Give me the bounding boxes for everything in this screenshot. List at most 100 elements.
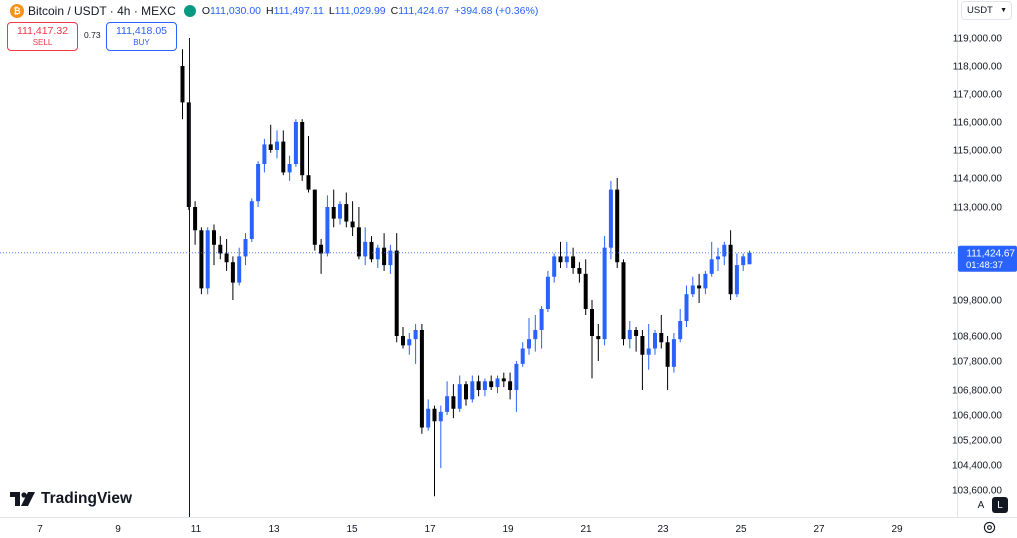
gear-icon[interactable] [983,521,996,534]
ohlc-change: +394.68 (+0.36%) [454,5,539,17]
candle-body [445,396,450,412]
candle [268,124,273,153]
candle [583,259,588,315]
candle-body [577,268,582,274]
symbol-title[interactable]: Bitcoin / USDT · 4h · MEXC [28,4,176,18]
x-axis-tick-label: 29 [891,524,903,535]
bar-countdown: 01:48:37 [966,260,1003,271]
candle-body [678,321,683,340]
candle [325,195,330,257]
candle [180,49,185,120]
candle-body [293,122,298,164]
candle [186,102,191,210]
candle-body [350,221,355,228]
candle [476,375,481,397]
candle [634,327,639,352]
market-open-icon [183,5,196,17]
candle [275,130,279,159]
candle [243,233,248,266]
candle-body [501,378,506,382]
candle [426,399,431,431]
y-axis-tick-label: 107,800.00 [952,357,1002,368]
candle [671,333,676,373]
x-axis-tick-label: 23 [657,524,669,535]
candle-body [457,384,462,409]
candle [527,318,531,355]
candle [602,236,607,346]
tradingview-logo-icon [10,492,35,506]
candle-body [684,294,689,321]
candle-body [256,164,261,202]
candle-body [558,256,563,263]
sell-button[interactable]: 111,417.32 SELL [7,22,78,51]
currency-select[interactable]: USDT ▼ [961,1,1012,20]
candle [432,405,437,497]
candle-body [608,189,613,248]
candle-body [653,333,657,349]
candle [716,247,720,271]
candle [218,236,223,260]
candle-body [514,363,519,390]
candle-body [464,384,468,400]
ohlc-open: O111,030.00 [201,5,261,17]
candle [653,330,657,355]
candle [199,227,204,295]
candle [646,324,651,370]
candle-body [306,175,311,190]
candle [722,241,727,266]
sell-label: SELL [32,37,53,47]
candle [545,270,550,312]
candle-body [369,241,374,260]
candle [501,372,506,388]
candle [249,198,254,242]
x-axis-tick-label: 27 [813,524,825,535]
candle [495,375,500,394]
candle [237,247,242,286]
candle [382,233,387,271]
buy-label: BUY [133,37,150,47]
candle-body [545,276,550,309]
last-price-label-bg [958,245,1017,272]
candle-body [728,244,733,295]
candle-body [407,339,412,346]
log-scale-button[interactable]: L [992,497,1008,513]
x-axis-tick-label: 25 [735,524,747,535]
candle-body [596,336,601,340]
candle [659,315,664,349]
candle [331,189,336,228]
spread-value: 0.73 [84,30,101,40]
chart-header: ₿ Bitcoin / USDT · 4h · MEXC O111,030.00… [0,0,543,22]
candle [728,230,733,300]
tradingview-logo: TradingView [10,490,132,508]
candle-body [344,204,349,222]
bitcoin-icon: ₿ [10,4,24,18]
candle-body [230,262,235,283]
candle [482,378,487,397]
candle [734,253,739,298]
candle-body [615,189,620,263]
candle [262,138,267,173]
candle [627,321,632,349]
auto-scale-button[interactable]: A [977,499,985,511]
candle-body [212,230,216,245]
y-axis-tick-label: 115,000.00 [953,146,1003,157]
candle [445,381,450,415]
candle [747,250,752,265]
x-axis-tick-label: 15 [346,524,358,535]
candle-body [690,285,695,295]
x-axis-tick-label: 17 [424,524,436,535]
candle [300,119,305,181]
candle-body [394,250,399,336]
candle [564,241,569,269]
candle-body [281,141,286,173]
candle-body [300,122,305,176]
candle-body [243,238,248,257]
candle [741,253,746,271]
candle [457,375,462,412]
candle-body [482,381,487,390]
buy-button[interactable]: 111,418.05 BUY [106,22,177,51]
candle [401,327,405,349]
candle [338,201,342,225]
candle-body [438,411,443,422]
